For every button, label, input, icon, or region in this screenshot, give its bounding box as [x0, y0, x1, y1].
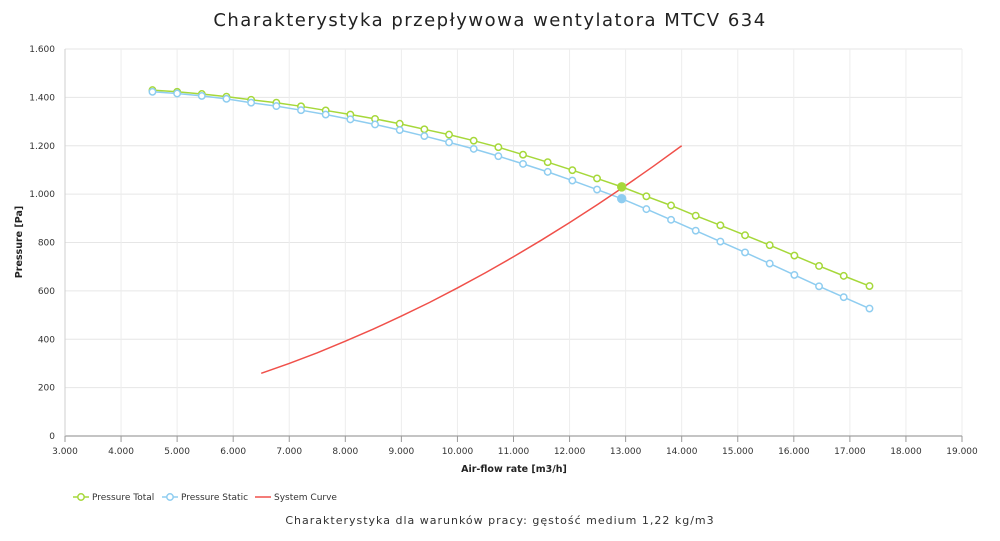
data-point-pressure-total	[839, 271, 848, 280]
data-point-pressure-static	[371, 120, 379, 129]
data-point-pressure-static	[197, 91, 206, 100]
x-tick-label: 3.000	[52, 447, 78, 457]
x-tick-label: 11.000	[498, 447, 530, 457]
data-point-pressure-static	[543, 167, 552, 176]
y-axis-ticks: 0 200 400 600 800 1.000 1.200 1.400 1.600	[29, 45, 55, 442]
legend: Pressure Total Pressure Static System Curv…	[73, 493, 337, 503]
y-tick-label: 1.200	[29, 142, 55, 152]
data-point-pressure-total	[519, 150, 527, 159]
data-point-pressure-static	[667, 215, 675, 224]
legend-label: System Curve	[274, 493, 337, 503]
x-tick-label: 10.000	[442, 447, 474, 457]
data-point-pressure-static	[148, 87, 157, 96]
x-tick-label: 5.000	[164, 447, 190, 457]
data-point-pressure-total	[543, 158, 552, 167]
data-point-pressure-static	[593, 185, 601, 194]
operating-point-pressure-static	[617, 194, 627, 204]
x-tick-label: 6.000	[220, 447, 246, 457]
data-point-pressure-static	[297, 106, 305, 115]
data-point-pressure-static	[494, 152, 503, 161]
y-tick-label: 200	[38, 384, 55, 394]
y-tick-label: 1.600	[29, 45, 55, 55]
data-point-pressure-total	[395, 119, 404, 128]
data-point-pressure-total	[765, 241, 774, 250]
data-point-pressure-total	[593, 174, 601, 183]
x-tick-label: 9.000	[388, 447, 414, 457]
data-point-pressure-static	[865, 304, 874, 313]
x-tick-label: 19.000	[946, 447, 978, 457]
data-point-pressure-total	[469, 136, 478, 145]
data-point-pressure-static	[445, 138, 453, 147]
data-point-pressure-static	[716, 237, 725, 246]
data-point-pressure-static	[395, 126, 404, 134]
data-point-pressure-static	[568, 176, 577, 185]
grid	[65, 48, 963, 436]
data-point-pressure-total	[790, 251, 799, 260]
data-point-pressure-total	[815, 262, 823, 270]
x-tick-label: 15.000	[722, 447, 754, 457]
y-tick-label: 1.000	[29, 190, 55, 200]
data-point-pressure-total	[667, 201, 675, 210]
legend-label: Pressure Total	[92, 493, 154, 503]
data-point-pressure-static	[519, 159, 527, 168]
chart-title: Charakterystyka przepływowa wentylatora …	[213, 10, 766, 31]
x-axis-ticks: 3.000 4.000 5.000 6.000 7.000 8.000 9.000 10.00…	[52, 436, 978, 457]
x-tick-label: 13.000	[610, 447, 642, 457]
points-layer	[148, 86, 874, 313]
y-tick-label: 600	[38, 287, 55, 297]
data-point-pressure-static	[839, 293, 848, 302]
data-point-pressure-total	[865, 282, 874, 290]
data-point-pressure-static	[790, 270, 799, 279]
series-layer	[152, 89, 870, 375]
series-line-system-curve	[260, 145, 683, 375]
y-tick-label: 0	[49, 432, 55, 442]
data-point-pressure-static	[741, 248, 749, 257]
x-axis-label: Air-flow rate [m3/h]	[461, 464, 567, 475]
data-point-pressure-total	[445, 130, 453, 139]
data-point-pressure-total	[420, 125, 429, 134]
legend-label: Pressure Static	[181, 493, 248, 503]
y-tick-label: 800	[38, 239, 55, 249]
legend-marker	[166, 493, 174, 501]
data-point-pressure-total	[691, 211, 700, 220]
x-tick-label: 16.000	[778, 447, 810, 457]
data-point-pressure-static	[247, 98, 256, 107]
data-point-pressure-static	[272, 102, 281, 111]
data-point-pressure-static	[469, 144, 478, 153]
chart-subtitle: Charakterystyka dla warunków pracy: gęst…	[285, 514, 714, 527]
data-point-pressure-total	[741, 231, 749, 240]
series-line-pressure-static	[152, 91, 870, 310]
data-point-pressure-total	[642, 192, 651, 201]
series-line-pressure-total	[152, 89, 870, 287]
data-point-pressure-total	[716, 221, 725, 230]
data-point-pressure-total	[568, 166, 577, 175]
y-axis-label: Pressure [Pa]	[14, 206, 25, 278]
data-point-pressure-static	[642, 205, 651, 214]
x-tick-label: 4.000	[108, 447, 134, 457]
data-point-pressure-static	[815, 282, 823, 291]
data-point-pressure-static	[691, 226, 700, 235]
x-tick-label: 8.000	[332, 447, 358, 457]
x-tick-label: 7.000	[276, 447, 302, 457]
data-point-pressure-static	[765, 259, 774, 268]
x-tick-label: 17.000	[834, 447, 866, 457]
data-point-pressure-static	[173, 89, 182, 98]
y-tick-label: 1.400	[29, 93, 55, 103]
legend-marker	[77, 493, 85, 501]
operating-points-layer	[617, 182, 627, 204]
data-point-pressure-static	[321, 110, 330, 119]
x-tick-label: 12.000	[554, 447, 586, 457]
data-point-pressure-static	[346, 115, 355, 124]
data-point-pressure-total	[494, 143, 503, 152]
operating-point-pressure-total	[617, 182, 627, 192]
y-tick-label: 400	[38, 335, 55, 345]
x-tick-label: 18.000	[890, 447, 922, 457]
data-point-pressure-static	[222, 94, 231, 103]
data-point-pressure-static	[420, 132, 429, 141]
x-tick-label: 14.000	[666, 447, 698, 457]
